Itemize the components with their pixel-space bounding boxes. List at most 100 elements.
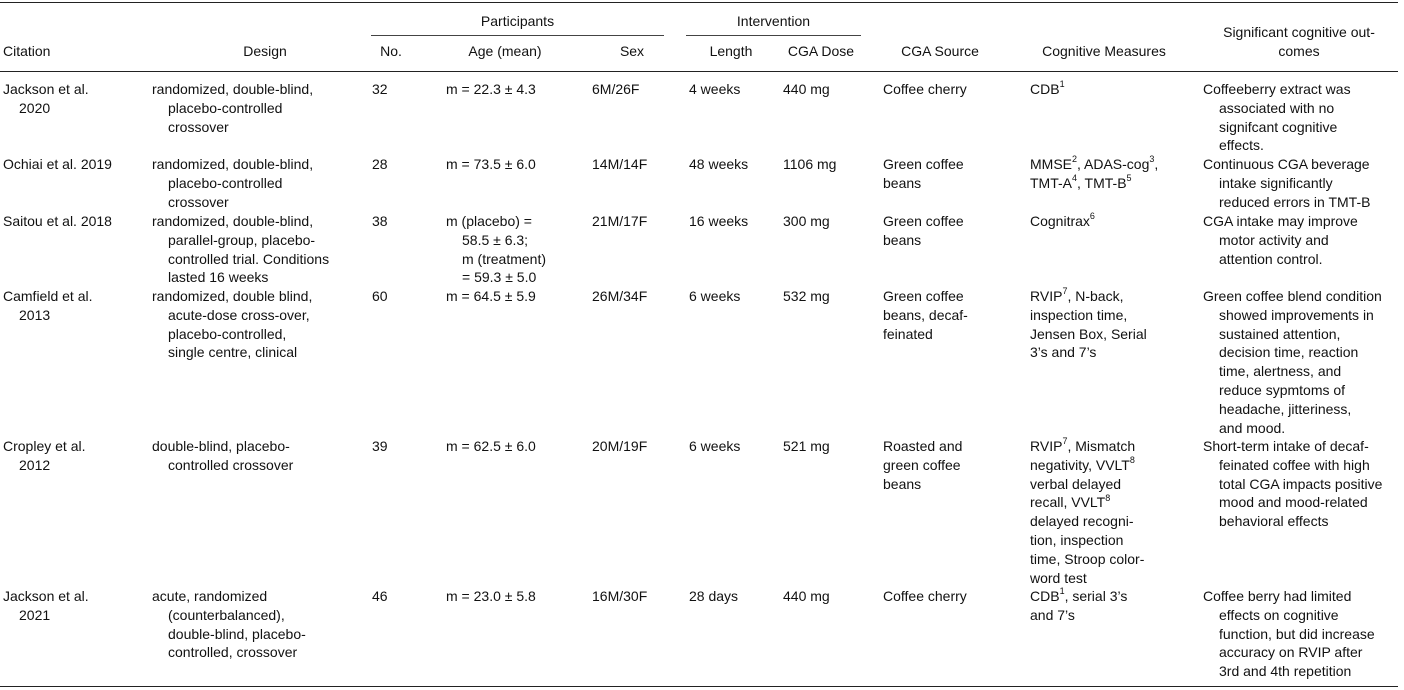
top-rule — [0, 2, 1398, 3]
design-line: randomized, double blind, — [152, 288, 313, 304]
measure-text: CDB — [1030, 588, 1060, 604]
design-cell: randomized, double-blind, placebo-control… — [152, 155, 352, 211]
outcomes-line: Continuous CGA beverage — [1203, 156, 1370, 172]
measure-text: and 7’s — [1030, 606, 1075, 623]
design-line: acute-dose cross-over, — [168, 306, 310, 323]
sex-ratio: 21M/17F — [592, 213, 648, 229]
participants-number: 38 — [372, 213, 388, 229]
measure-text: tion, inspection — [1030, 531, 1124, 548]
participants-number: 60 — [372, 288, 388, 304]
intervention-length: 6 weeks — [689, 438, 741, 454]
cognitive-measures-cell: MMSE2, ADAS-cog3, TMT-A4, TMT-B5 — [1030, 155, 1195, 193]
header-outcomes: Significant cognitive out- comes — [1223, 24, 1375, 59]
age-line: m = 22.3 ± 4.3 — [446, 81, 536, 97]
citation-line: 2021 — [19, 606, 51, 623]
outcomes-line: decision time, reaction — [1219, 344, 1359, 361]
citation-cell: Saitou et al. 2018 — [3, 212, 153, 231]
design-cell: acute, randomized (counterbalanced), doubl… — [152, 587, 352, 662]
outcomes-line: signifcant cognitive — [1219, 118, 1338, 135]
header-sex: Sex — [619, 43, 645, 59]
intervention-length: 48 weeks — [689, 156, 749, 172]
header-age: Age (mean) — [468, 43, 542, 59]
measures-line: TMT-A4, TMT-B5 — [1030, 174, 1195, 193]
measure-text: MMSE — [1030, 156, 1072, 172]
outcomes-line: intake significantly — [1219, 174, 1333, 191]
measures-line: word test — [1030, 569, 1195, 588]
citation-cell: Camfield et al. 2013 — [3, 287, 153, 325]
age-cell: m (placebo) = 58.5 ± 6.3; m (treatment) = 5… — [446, 212, 576, 287]
age-line: m (placebo) = — [446, 213, 532, 229]
citation-line: 2020 — [19, 99, 51, 116]
measure-text: RVIP — [1030, 438, 1063, 454]
sex-ratio: 20M/19F — [592, 438, 648, 454]
measures-line: MMSE2, ADAS-cog3, — [1030, 155, 1195, 174]
intervention-length: 16 weeks — [689, 213, 749, 229]
measures-line: CDB1 — [1030, 80, 1195, 99]
header-dose: CGA Dose — [787, 43, 855, 59]
design-line: randomized, double-blind, — [152, 156, 314, 172]
measure-text: , N-back, — [1067, 288, 1124, 304]
cognitive-measures-cell: RVIP7, Mismatch negativity, VVLT8 verbal d… — [1030, 437, 1195, 587]
outcomes-line: time, alertness, and — [1219, 363, 1342, 380]
intervention-rule — [686, 35, 861, 36]
measures-line: RVIP7, N-back, — [1030, 287, 1195, 306]
outcomes-line: accuracy on RVIP after — [1219, 644, 1363, 661]
citation-cell: Cropley et al. 2012 — [3, 437, 153, 475]
bottom-rule — [0, 686, 1398, 687]
age-line: m = 23.0 ± 5.8 — [446, 588, 536, 604]
design-cell: randomized, double blind, acute-dose cros… — [152, 287, 352, 362]
source-line: green coffee — [883, 456, 961, 473]
outcomes-line: mood and mood-related — [1219, 494, 1368, 511]
design-line: double-blind, placebo- — [152, 438, 290, 454]
source-line: Green coffee — [883, 213, 964, 229]
measure-text: , TMT-B — [1077, 174, 1127, 191]
participants-number: 28 — [372, 156, 388, 172]
cga-dose: 532 mg — [783, 288, 830, 304]
source-line: Coffee cherry — [883, 81, 967, 97]
measure-text: , — [1154, 156, 1159, 172]
cga-source-cell: Coffee cherry — [883, 587, 1013, 606]
design-line: lasted 16 weeks — [168, 269, 269, 286]
age-line: = 59.3 ± 5.0 — [462, 269, 537, 286]
cga-dose: 1106 mg — [783, 156, 837, 172]
age-cell: m = 62.5 ± 6.0 — [446, 437, 576, 456]
header-source: CGA Source — [901, 43, 979, 59]
header-bottom-rule — [0, 71, 1398, 72]
age-line: m = 62.5 ± 6.0 — [446, 438, 536, 454]
outcomes-line: Coffeeberry extract was — [1203, 81, 1351, 97]
measures-line: recall, VVLT8 — [1030, 493, 1195, 512]
source-line: feinated — [883, 325, 933, 342]
age-cell: m = 22.3 ± 4.3 — [446, 80, 576, 99]
measure-text: word test — [1030, 569, 1087, 586]
measures-line: CDB1, serial 3’s — [1030, 587, 1195, 606]
measures-line: time, Stroop color- — [1030, 550, 1195, 569]
design-cell: randomized, double-blind, parallel-group,… — [152, 212, 352, 287]
measure-text: recall, VVLT — [1030, 494, 1106, 511]
footnote-marker: 1 — [1059, 79, 1065, 90]
measure-text: Cognitrax — [1030, 213, 1090, 229]
design-line: double-blind, placebo- — [168, 625, 306, 642]
measures-line: Jensen Box, Serial — [1030, 325, 1195, 344]
citation-line: Jackson et al. — [3, 81, 89, 97]
citation-cell: Jackson et al. 2021 — [3, 587, 153, 625]
outcomes-cell: Short-term intake of decaf-feinated coff… — [1203, 437, 1401, 531]
footnote-marker: 3 — [1149, 154, 1155, 165]
outcomes-line: 3rd and 4th repetition — [1219, 663, 1352, 680]
outcomes-line: associated with no — [1219, 99, 1335, 116]
cognitive-measures-cell: Cognitrax6 — [1030, 212, 1195, 231]
citation-line: Jackson et al. — [3, 588, 89, 604]
sex-ratio: 6M/26F — [592, 81, 640, 97]
header-length: Length — [709, 43, 753, 59]
measure-text: verbal delayed — [1030, 475, 1122, 492]
cga-source-cell: Roasted and green coffee beans — [883, 437, 1013, 493]
measure-text: TMT-A — [1030, 174, 1072, 191]
source-line: Coffee cherry — [883, 588, 967, 604]
source-line: beans — [883, 475, 922, 492]
source-line: Roasted and — [883, 438, 963, 454]
footnote-marker: 8 — [1105, 492, 1111, 503]
citation-line: Ochiai et al. 2019 — [3, 156, 112, 172]
sex-ratio: 16M/30F — [592, 588, 648, 604]
outcomes-cell: Coffee berry had limited effects on cogni… — [1203, 587, 1401, 681]
measures-line: 3’s and 7’s — [1030, 343, 1195, 362]
group-header-intervention: Intervention — [736, 13, 811, 29]
